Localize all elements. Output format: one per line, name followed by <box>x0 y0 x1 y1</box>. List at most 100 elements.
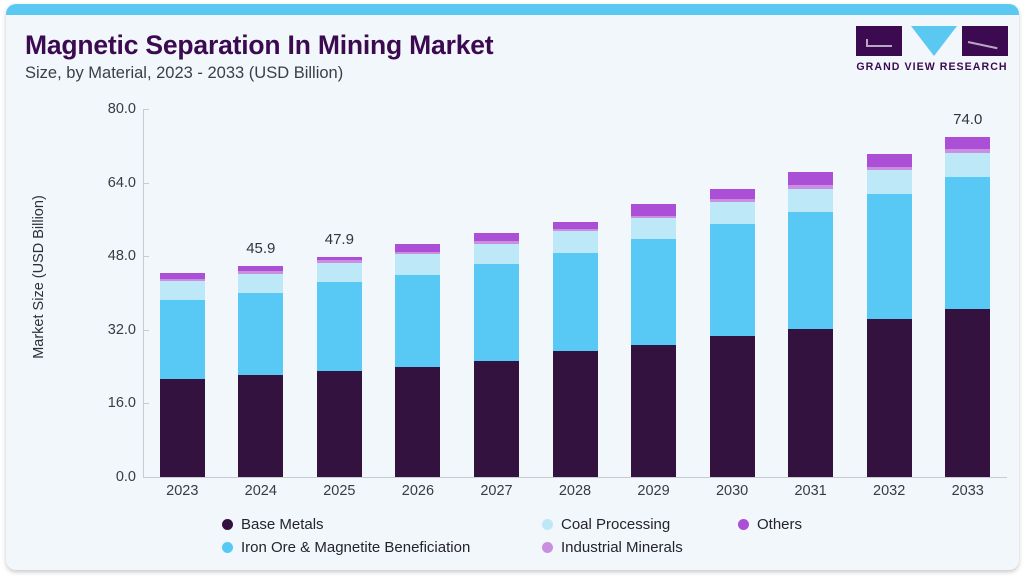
bar-value-label: 74.0 <box>953 110 983 128</box>
legend-color-swatch-icon <box>222 542 233 553</box>
bar-stack[interactable] <box>159 109 205 477</box>
bar-segment[interactable] <box>159 272 205 279</box>
bar-segment[interactable] <box>238 293 284 375</box>
bar-segment[interactable] <box>316 260 362 264</box>
bar-stack[interactable] <box>316 109 362 477</box>
bar-segment[interactable] <box>395 254 441 275</box>
bar-segment[interactable] <box>788 211 834 329</box>
logo-g-bar <box>866 45 892 47</box>
legend-item-label: Industrial Minerals <box>561 539 683 556</box>
bar-segment[interactable] <box>159 278 205 282</box>
bar-segment[interactable] <box>238 265 284 272</box>
bar-segment[interactable] <box>473 243 519 264</box>
legend-item[interactable]: Base Metals <box>222 516 324 533</box>
bar-segment[interactable] <box>866 170 912 194</box>
x-axis-tick-label: 2028 <box>558 483 592 499</box>
bar-segment[interactable] <box>709 189 755 199</box>
logo-g-mark <box>856 26 902 56</box>
bar-segment[interactable] <box>395 366 441 477</box>
y-axis-tick-label: 80.0 <box>107 101 136 117</box>
bar-segment[interactable] <box>631 215 677 219</box>
bar-segment[interactable] <box>709 198 755 202</box>
y-axis-tick-label: 0.0 <box>115 469 136 485</box>
bar-segment[interactable] <box>238 271 284 274</box>
bar-segment[interactable] <box>945 152 991 177</box>
y-axis-tick-mark <box>143 329 149 331</box>
page-title: Magnetic Separation In Mining Market <box>25 30 494 60</box>
bar-segment[interactable] <box>945 149 991 153</box>
bar-segment[interactable] <box>316 263 362 283</box>
bar-segment[interactable] <box>316 256 362 261</box>
bar-segment[interactable] <box>159 281 205 300</box>
bar-segment[interactable] <box>238 374 284 477</box>
bar-segment[interactable] <box>552 252 598 351</box>
bar-segment[interactable] <box>552 350 598 477</box>
legend-color-swatch-icon <box>222 519 233 530</box>
bar-segment[interactable] <box>552 231 598 253</box>
bar-segment[interactable] <box>945 309 991 477</box>
y-axis-tick-mark <box>143 109 149 110</box>
bar-stack[interactable] <box>473 109 519 477</box>
bar-stack[interactable] <box>395 109 441 477</box>
bar-segment[interactable] <box>395 274 441 367</box>
logo-g-stem <box>866 39 868 47</box>
logo-r-mark <box>962 26 1008 56</box>
bar-segment[interactable] <box>631 344 677 477</box>
y-axis-tick-label: 64.0 <box>107 174 136 191</box>
bar-segment[interactable] <box>866 166 912 171</box>
bar-segment[interactable] <box>473 233 519 241</box>
bar-stack[interactable] <box>238 109 284 477</box>
legend-color-swatch-icon <box>738 519 749 530</box>
bar-segment[interactable] <box>788 172 834 186</box>
bar-segment[interactable] <box>709 336 755 477</box>
bar-segment[interactable] <box>866 154 912 167</box>
bar-segment[interactable] <box>945 176 991 310</box>
y-axis-line <box>143 109 144 478</box>
bar-segment[interactable] <box>788 185 834 189</box>
bar-stack[interactable] <box>631 109 677 477</box>
bar-segment[interactable] <box>159 299 205 379</box>
y-axis-tick-mark <box>143 182 149 184</box>
x-axis-tick-label: 2024 <box>244 483 277 499</box>
x-axis-tick-label: 2030 <box>715 483 749 499</box>
bar-segment[interactable] <box>631 218 677 240</box>
bar-segment[interactable] <box>866 318 912 477</box>
x-axis-tick-label: 2026 <box>401 483 435 499</box>
bar-segment[interactable] <box>159 378 205 477</box>
bar-segment[interactable] <box>709 201 755 225</box>
bar-segment[interactable] <box>473 241 519 244</box>
bar-segment[interactable] <box>238 273 284 293</box>
bar-segment[interactable] <box>316 371 362 477</box>
y-axis-tick-label: 16.0 <box>107 395 136 412</box>
bar-segment[interactable] <box>316 282 362 372</box>
legend-item[interactable]: Iron Ore & Magnetite Beneficiation <box>222 539 470 556</box>
legend-item[interactable]: Others <box>738 516 802 533</box>
bar-segment[interactable] <box>552 221 598 229</box>
bar-segment[interactable] <box>631 239 677 345</box>
bar-segment[interactable] <box>945 136 991 150</box>
bar-segment[interactable] <box>552 228 598 232</box>
bar-stack[interactable] <box>788 109 834 477</box>
bar-segment[interactable] <box>788 188 834 212</box>
legend-item[interactable]: Industrial Minerals <box>542 539 683 556</box>
x-axis-tick-label: 2033 <box>951 483 984 499</box>
x-axis-tick-label: 2023 <box>166 483 199 499</box>
bar-stack[interactable] <box>709 109 755 477</box>
bar-segment[interactable] <box>473 361 519 477</box>
bar-stack[interactable] <box>866 109 912 477</box>
legend-item[interactable]: Coal Processing <box>542 516 670 533</box>
bar-stack[interactable] <box>945 109 991 477</box>
bar-segment[interactable] <box>395 251 441 255</box>
bar-segment[interactable] <box>473 264 519 362</box>
legend-item-label: Others <box>757 516 803 533</box>
bar-segment[interactable] <box>709 224 755 337</box>
bar-segment[interactable] <box>788 328 834 477</box>
logo-v-mark <box>911 26 957 56</box>
bar-segment[interactable] <box>631 204 677 216</box>
bar-value-label: 45.9 <box>246 239 276 257</box>
y-axis-tick-mark <box>143 477 149 478</box>
bar-segment[interactable] <box>866 193 912 319</box>
grand-view-research-logo: GRAND VIEW RESEARCH <box>856 26 1008 78</box>
bar-segment[interactable] <box>395 244 441 252</box>
bar-stack[interactable] <box>552 109 598 477</box>
